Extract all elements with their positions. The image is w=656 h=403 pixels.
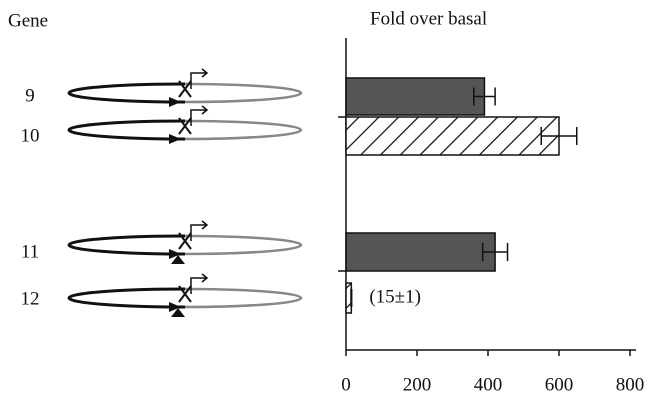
plasmid-left <box>67 119 186 141</box>
cross <box>178 285 192 303</box>
error-bar <box>540 127 578 145</box>
arrowhead <box>169 134 181 144</box>
bar <box>345 116 560 156</box>
plasmid-left <box>67 287 186 309</box>
row-label: Gene <box>8 10 48 31</box>
x-tick-label: 400 <box>474 374 503 395</box>
error-bar <box>350 289 353 307</box>
cross <box>178 232 192 250</box>
cross <box>178 117 192 135</box>
x-tick-label: 600 <box>545 374 574 395</box>
plasmid-right <box>184 234 303 256</box>
triangle <box>171 308 185 317</box>
arrowhead <box>169 97 181 107</box>
x-axis-label: Fold over basal <box>370 8 487 29</box>
triangle <box>171 255 185 264</box>
gene-number: 11 <box>21 241 39 262</box>
promoter <box>190 68 209 89</box>
plasmid-right <box>184 119 303 141</box>
plasmid-right <box>184 82 303 104</box>
value-label: (15±1) <box>369 286 421 307</box>
plasmid-right <box>184 287 303 309</box>
x-tick-label: 0 <box>341 374 351 395</box>
promoter <box>190 220 209 241</box>
promoter <box>190 105 209 126</box>
error-bar <box>473 87 496 106</box>
promoter <box>190 273 209 294</box>
x-tick-label: 800 <box>616 374 645 395</box>
plasmid-left <box>67 82 186 104</box>
arrowhead <box>169 302 181 312</box>
gene-number: 9 <box>25 85 35 106</box>
plasmid-left <box>67 234 186 256</box>
bar <box>345 232 496 272</box>
bar <box>345 77 486 116</box>
x-tick-label: 200 <box>403 374 432 395</box>
gene-number: 10 <box>21 125 40 146</box>
cross <box>178 80 192 98</box>
gene-number: 12 <box>21 288 40 309</box>
arrowhead <box>169 249 181 259</box>
error-bar <box>481 243 509 261</box>
